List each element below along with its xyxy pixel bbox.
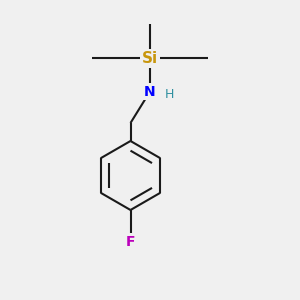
Text: F: F — [126, 235, 135, 248]
Text: H: H — [165, 88, 174, 101]
Text: N: N — [144, 85, 156, 98]
Text: Si: Si — [142, 51, 158, 66]
